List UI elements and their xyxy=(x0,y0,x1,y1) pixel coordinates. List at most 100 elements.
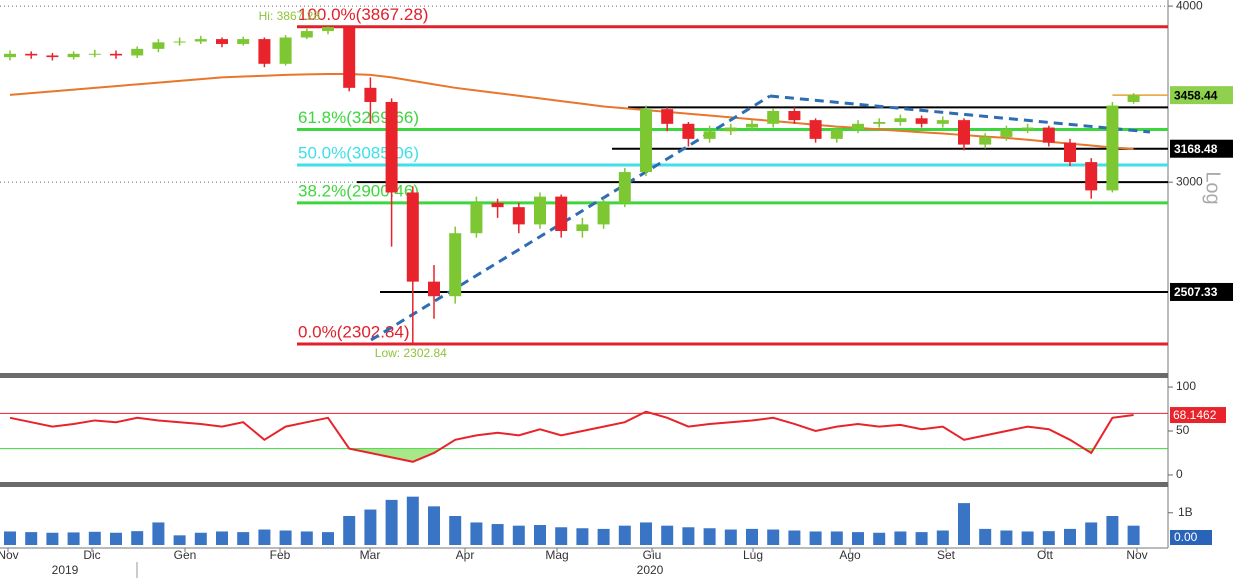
candle-body xyxy=(152,42,165,49)
volume-bar xyxy=(300,531,313,545)
candle-body xyxy=(640,109,652,173)
candle-body xyxy=(194,39,207,42)
level-label: 3168.48 xyxy=(1174,142,1218,156)
fib-label: 38.2%(2900.46) xyxy=(298,181,419,200)
volume-bar xyxy=(915,532,928,545)
high-label: Hi: 3867.28 xyxy=(259,9,321,23)
volume-bar xyxy=(1106,516,1119,545)
volume-bar xyxy=(194,532,207,545)
candle-body xyxy=(46,55,59,58)
volume-bar xyxy=(597,528,610,545)
candle-body xyxy=(852,123,864,130)
candle-body xyxy=(25,53,38,56)
candle-body xyxy=(343,27,356,88)
volume-bar xyxy=(873,532,886,545)
volume-bar xyxy=(110,532,122,545)
candle-body xyxy=(385,101,398,193)
trend-line xyxy=(370,94,771,342)
volume-bar xyxy=(703,528,716,545)
volume-bar xyxy=(661,525,674,545)
volume-bar xyxy=(1127,525,1140,545)
volume-bar xyxy=(491,524,504,545)
volume-bar xyxy=(131,531,144,545)
volume-bar xyxy=(724,529,737,545)
candle-body xyxy=(894,118,907,122)
x-tick-label: Gen xyxy=(174,548,197,562)
candle-body xyxy=(279,37,292,64)
candle-body xyxy=(534,196,546,225)
candle-body xyxy=(724,127,737,132)
candle-body xyxy=(470,202,483,234)
moving-average xyxy=(9,72,1134,150)
y-tick-label: 50 xyxy=(1176,423,1190,437)
volume-bar xyxy=(46,532,59,545)
volume-bar xyxy=(746,528,758,545)
candle-body xyxy=(4,53,16,58)
level-label-box xyxy=(1170,282,1233,301)
x-tick-label: Mag xyxy=(545,548,568,562)
fib-label: 0.0%(2302.84) xyxy=(298,323,410,342)
candle-body xyxy=(1085,162,1098,191)
volume-bar xyxy=(979,528,992,545)
volume-label-box xyxy=(1170,530,1212,545)
oversold-fill xyxy=(351,449,1094,462)
volume-bar xyxy=(682,527,695,545)
candle-body xyxy=(682,123,695,139)
x-tick-label: Dic xyxy=(83,548,100,562)
candle-body xyxy=(322,27,334,32)
candle-body xyxy=(131,48,144,56)
volume-bar xyxy=(406,496,419,545)
fib-label: 100.0%(3867.28) xyxy=(298,5,428,24)
candle-body xyxy=(173,41,186,43)
volume-bar xyxy=(534,525,546,545)
volume-bar xyxy=(788,530,801,545)
volume-bar xyxy=(1000,530,1013,545)
x-tick-label: Set xyxy=(937,548,956,562)
candle-body xyxy=(88,53,101,55)
volume-bar xyxy=(258,529,271,545)
volume-bar xyxy=(958,503,970,545)
x-tick-label: Ago xyxy=(839,548,861,562)
candle-body xyxy=(618,172,631,203)
volume-bar xyxy=(852,532,864,545)
volume-bar xyxy=(428,506,440,545)
candle-body xyxy=(576,224,589,231)
volume-bar xyxy=(936,530,949,545)
rsi-label-box xyxy=(1170,407,1226,424)
volume-bar xyxy=(576,528,589,545)
volume-last-label: 0.00 xyxy=(1174,530,1198,544)
volume-bar xyxy=(216,531,228,545)
candle-body xyxy=(979,136,992,145)
level-label-box xyxy=(1170,139,1233,158)
volume-bar xyxy=(618,525,631,545)
x-tick-label: Ott xyxy=(1037,548,1054,562)
y-tick-label: 100 xyxy=(1176,379,1196,393)
volume-bar xyxy=(894,531,907,545)
candle-body xyxy=(67,53,80,58)
year-label: 2019 xyxy=(52,563,79,577)
x-tick-label: Feb xyxy=(270,548,291,562)
candle-body xyxy=(915,118,928,124)
low-label: Low: 2302.84 xyxy=(375,346,447,360)
candle-body xyxy=(661,109,674,124)
candle-body xyxy=(555,196,568,231)
level-label: 2507.33 xyxy=(1174,285,1218,299)
trend-line xyxy=(769,94,1151,134)
candle-body xyxy=(1064,142,1076,163)
candle-body xyxy=(1021,127,1034,130)
volume-bar xyxy=(67,532,80,545)
volume-bar xyxy=(385,499,398,545)
y-tick-label: 4000 xyxy=(1176,0,1203,12)
y-tick-label: 1B xyxy=(1178,505,1193,519)
rsi-last-label: 68.1462 xyxy=(1173,408,1217,422)
candle-body xyxy=(1000,129,1013,137)
volume-bar xyxy=(555,527,568,545)
candle-body xyxy=(491,202,504,208)
candle-body xyxy=(597,202,610,225)
candle-body xyxy=(364,87,377,102)
volume-bar xyxy=(322,532,334,545)
volume-bar xyxy=(640,522,652,545)
candle-body xyxy=(300,31,313,38)
